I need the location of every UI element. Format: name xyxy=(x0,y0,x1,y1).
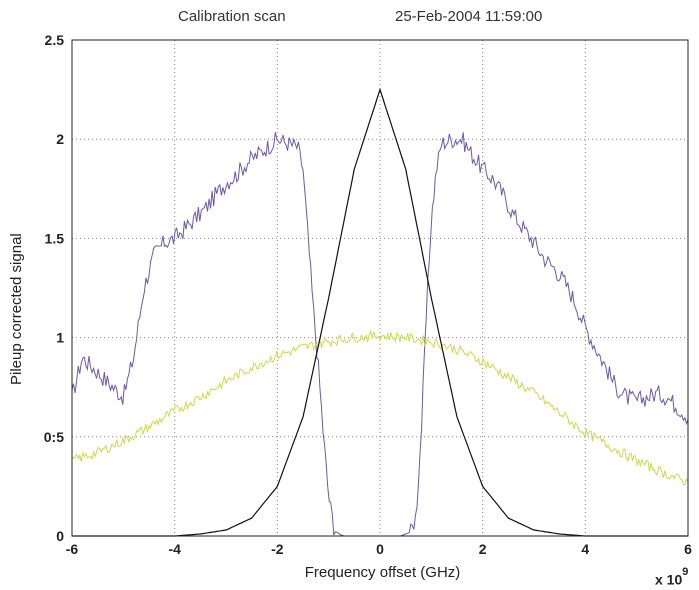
y-tick-label: 0:5 xyxy=(44,429,64,445)
x-axis-label: Frequency offset (GHz) xyxy=(304,564,461,581)
grid-lines xyxy=(72,40,688,536)
plot-frame xyxy=(71,39,689,537)
x-multiplier-exponent: 9 xyxy=(682,566,689,578)
x-tick-label: 6 xyxy=(684,541,692,557)
chart-title: Calibration scan xyxy=(178,8,286,25)
x-multiplier-text: x 10 xyxy=(655,571,683,588)
x-axis-multiplier: x 109 xyxy=(655,566,688,588)
x-tick-label: 2 xyxy=(479,541,487,557)
x-tick-label: 0 xyxy=(376,541,384,557)
y-tick-label: 1 xyxy=(56,330,64,346)
y-tick-label: 2.5 xyxy=(45,32,65,48)
y-axis-label: Pileup corrected signal xyxy=(8,233,25,385)
chart-timestamp: 25-Feb-2004 11:59:00 xyxy=(395,8,543,25)
x-tick-label: -4 xyxy=(168,541,181,557)
x-tick-label: 4 xyxy=(581,541,589,557)
y-tick-label: 0 xyxy=(56,528,64,544)
tick-labels: -6 -4 -2 0 2 4 6 0 0:5 1 1.5 2 2.5 xyxy=(44,32,692,557)
yellow-trace xyxy=(71,329,689,486)
x-tick-label: -6 xyxy=(66,541,79,557)
y-tick-label: 2 xyxy=(56,131,64,147)
x-tick-label: -2 xyxy=(271,541,284,557)
y-tick-label: 1.5 xyxy=(45,230,65,246)
